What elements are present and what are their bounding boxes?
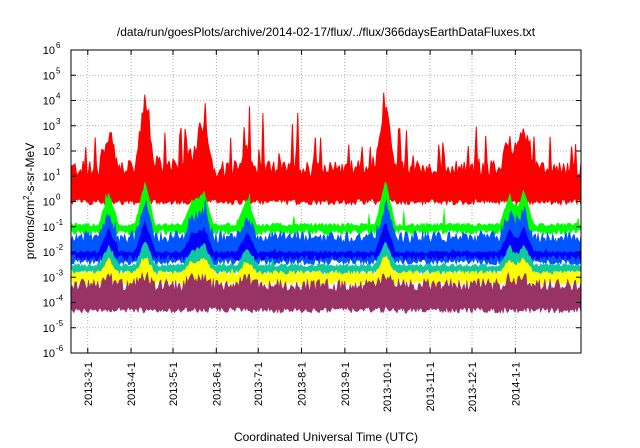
x-axis-label: Coordinated Universal Time (UTC) [234, 430, 418, 444]
y-tick-label: 10 [43, 323, 55, 335]
y-tick-exponent: 3 [56, 117, 61, 126]
y-tick-label: 10 [43, 298, 55, 310]
y-tick-exponent: 0 [56, 193, 61, 202]
y-tick-exponent: -5 [56, 319, 64, 328]
x-tick-label: 2013-6-1 [211, 362, 223, 406]
chart-title: /data/run/goesPlots/archive/2014-02-17/f… [117, 25, 536, 39]
x-tick-label: 2013-7-1 [253, 362, 265, 406]
x-axis: 2013-3-1 2013-4-1 2013-5-1 2013-6-1 2013-7-1… [83, 50, 522, 412]
y-tick-exponent: 2 [56, 142, 61, 151]
y-tick-exponent: 6 [56, 41, 61, 50]
y-tick-label: 10 [43, 70, 55, 82]
y-tick-label: 10 [43, 272, 55, 284]
y-tick-exponent: -3 [56, 268, 64, 277]
x-tick-label: 2013-5-1 [168, 362, 180, 406]
x-tick-label: 2013-9-1 [340, 362, 352, 406]
y-tick-label: 10 [43, 247, 55, 259]
y-tick-exponent: -1 [56, 218, 64, 227]
y-tick-exponent: 1 [56, 167, 61, 176]
series-band [70, 92, 582, 207]
series-group [70, 92, 582, 314]
y-tick-label: 10 [43, 146, 55, 158]
y-tick-exponent: 5 [56, 66, 61, 75]
x-tick-label: 2013-4-1 [126, 362, 138, 406]
y-tick-exponent: -4 [56, 294, 64, 303]
y-axis-label: protons/cm2-s-sr-MeV [22, 143, 37, 259]
y-tick-label: 10 [43, 222, 55, 234]
y-tick-label: 10 [43, 121, 55, 133]
x-tick-label: 2013-12-1 [467, 362, 479, 412]
x-tick-label: 2013-3-1 [83, 362, 95, 406]
y-tick-label: 10 [43, 171, 55, 183]
y-tick-exponent: -2 [56, 243, 64, 252]
x-tick-label: 2013-8-1 [297, 362, 309, 406]
x-tick-label: 2013-10-1 [382, 362, 394, 412]
y-tick-label: 10 [43, 45, 55, 57]
y-tick-label: 10 [43, 96, 55, 108]
y-tick-label: 10 [43, 197, 55, 209]
y-tick-exponent: -6 [56, 344, 64, 353]
x-tick-label: 2014-1-1 [510, 362, 522, 406]
x-tick-label: 2013-11-1 [425, 362, 437, 411]
y-tick-label: 10 [43, 348, 55, 360]
y-tick-exponent: 4 [56, 92, 61, 101]
